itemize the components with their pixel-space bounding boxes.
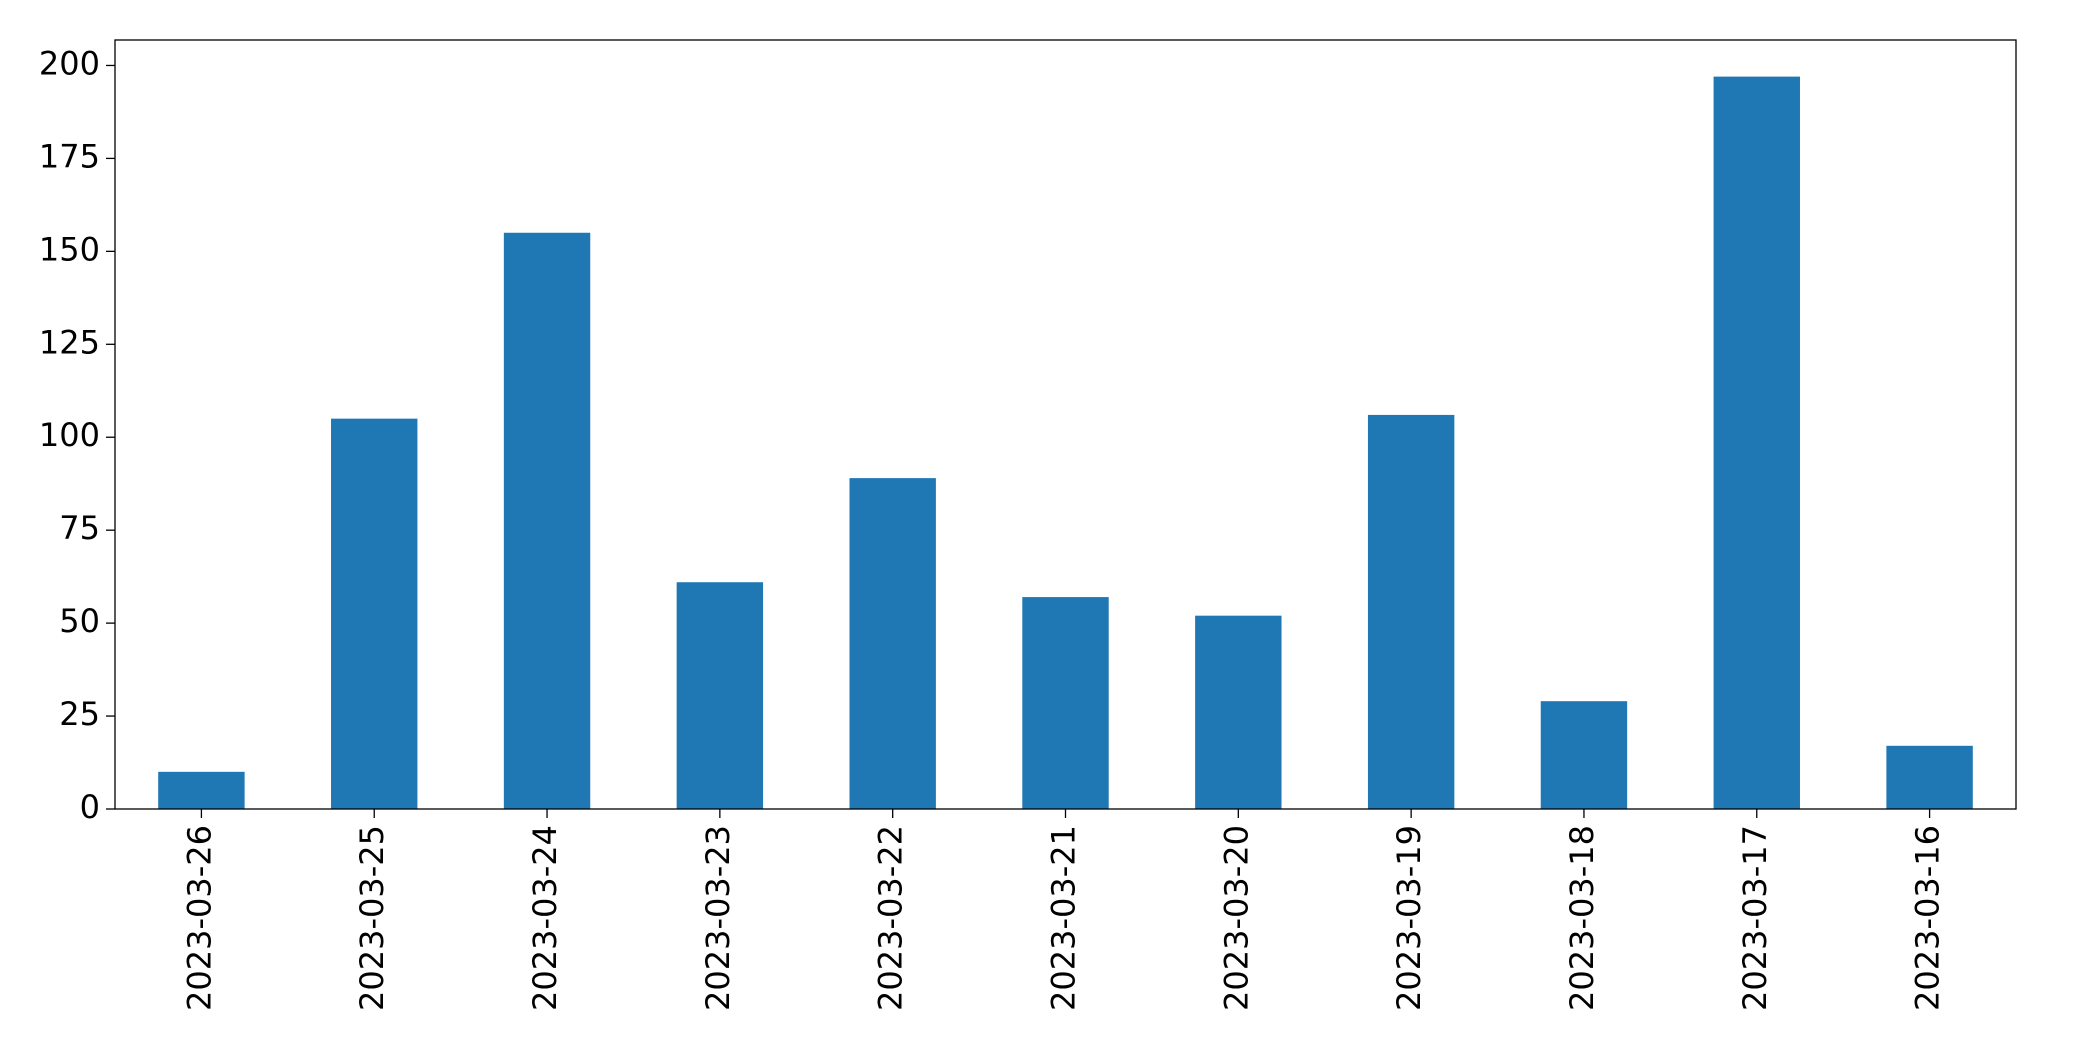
y-tick-label: 75 <box>59 509 100 547</box>
x-tick-label: 2023-03-22 <box>872 825 910 1011</box>
y-tick-label: 0 <box>80 788 100 826</box>
x-tick-label: 2023-03-18 <box>1563 825 1601 1011</box>
x-tick-label: 2023-03-25 <box>353 825 391 1011</box>
bar <box>849 478 936 809</box>
bar <box>1367 414 1455 809</box>
y-tick-label: 25 <box>59 695 100 733</box>
x-tick-label: 2023-03-26 <box>180 825 218 1011</box>
bar <box>158 771 245 809</box>
bar <box>503 232 591 810</box>
bar <box>331 418 418 809</box>
bar <box>1022 597 1109 809</box>
y-tick-label: 100 <box>39 416 100 454</box>
y-tick-label: 175 <box>39 137 100 175</box>
y-tick-label: 125 <box>39 323 100 361</box>
bar <box>676 582 764 809</box>
bar <box>1195 615 1282 809</box>
plot-frame <box>114 39 2017 810</box>
bar <box>1540 701 1628 809</box>
x-tick-label: 2023-03-23 <box>699 825 737 1011</box>
x-tick-label: 2023-03-16 <box>1909 825 1947 1011</box>
bar <box>1713 76 1800 810</box>
x-tick-label: 2023-03-20 <box>1217 825 1255 1011</box>
x-tick-label: 2023-03-21 <box>1045 825 1083 1011</box>
y-tick-label: 150 <box>39 230 100 268</box>
x-tick-label: 2023-03-19 <box>1390 825 1428 1011</box>
x-tick-label: 2023-03-24 <box>526 825 564 1011</box>
x-tick-label: 2023-03-17 <box>1736 825 1774 1011</box>
y-tick-label: 50 <box>59 602 100 640</box>
y-tick-label: 200 <box>39 44 100 82</box>
bar <box>1886 745 1973 809</box>
